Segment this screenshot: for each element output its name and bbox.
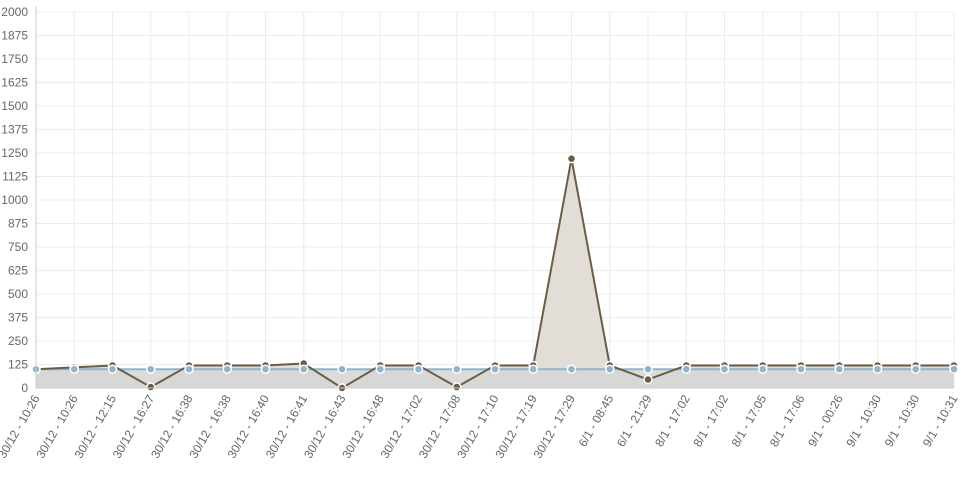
y-tick-label: 1750 (1, 52, 28, 66)
y-axis: 0 125 250 375 500 625 750 875 1000 1125 1250 1375 15… (1, 5, 37, 395)
data-point[interactable] (146, 364, 156, 374)
y-tick-label: 1500 (1, 99, 28, 113)
x-tick-label: 8/1 - 17:02 (652, 392, 693, 449)
y-tick-label: 1875 (1, 29, 28, 43)
y-tick-label: 1625 (1, 76, 28, 90)
x-tick-label: 9/1 - 00:26 (805, 392, 846, 449)
data-point[interactable] (643, 374, 653, 385)
y-tick-label: 250 (8, 334, 28, 348)
data-point[interactable] (681, 364, 691, 374)
data-point[interactable] (758, 364, 768, 374)
y-tick-label: 500 (8, 287, 28, 301)
grid (35, 11, 955, 389)
y-tick-label: 750 (8, 240, 28, 254)
x-tick-label: 6/1 - 21:29 (614, 392, 655, 449)
x-tick-label: 8/1 - 17:06 (767, 392, 808, 449)
data-point[interactable] (566, 364, 577, 374)
data-point[interactable] (184, 364, 194, 374)
x-tick-label: 8/1 - 17:05 (729, 392, 770, 449)
y-tick-label: 2000 (1, 5, 28, 19)
y-tick-label: 875 (8, 217, 28, 231)
data-point[interactable] (605, 364, 615, 374)
x-tick-label: 9/1 - 10:30 (843, 392, 884, 449)
data-point[interactable] (375, 364, 385, 374)
data-point[interactable] (69, 364, 79, 374)
y-tick-label: 1125 (2, 170, 28, 184)
x-tick-label: 9/1 - 10:31 (920, 392, 960, 449)
data-point[interactable] (337, 364, 347, 374)
data-point[interactable] (490, 364, 500, 374)
data-point[interactable] (452, 364, 462, 374)
data-point[interactable] (949, 364, 959, 374)
data-point[interactable] (719, 364, 730, 374)
data-point[interactable] (872, 364, 883, 374)
data-point[interactable] (260, 364, 271, 374)
data-point[interactable] (299, 364, 309, 374)
data-point[interactable] (834, 364, 844, 374)
data-point[interactable] (107, 364, 118, 374)
y-tick-label: 1375 (1, 123, 28, 137)
data-point[interactable] (146, 382, 156, 392)
data-point[interactable] (222, 364, 232, 374)
y-tick-label: 1000 (1, 193, 28, 207)
data-point[interactable] (452, 382, 462, 392)
x-tick-label: 8/1 - 17:02 (690, 392, 731, 449)
y-tick-label: 0 (21, 381, 28, 395)
x-tick-label: 9/1 - 10:30 (882, 392, 923, 449)
data-point[interactable] (796, 364, 806, 374)
y-tick-label: 375 (8, 311, 28, 325)
data-point[interactable] (413, 364, 424, 374)
x-tick-label: 6/1 - 08:45 (576, 392, 617, 449)
data-point[interactable] (911, 364, 921, 374)
y-tick-label: 625 (8, 264, 28, 278)
data-point[interactable] (566, 153, 577, 164)
y-tick-label: 1250 (1, 146, 28, 160)
data-point[interactable] (643, 364, 653, 374)
y-tick-label: 125 (8, 358, 28, 372)
data-point[interactable] (528, 364, 538, 374)
